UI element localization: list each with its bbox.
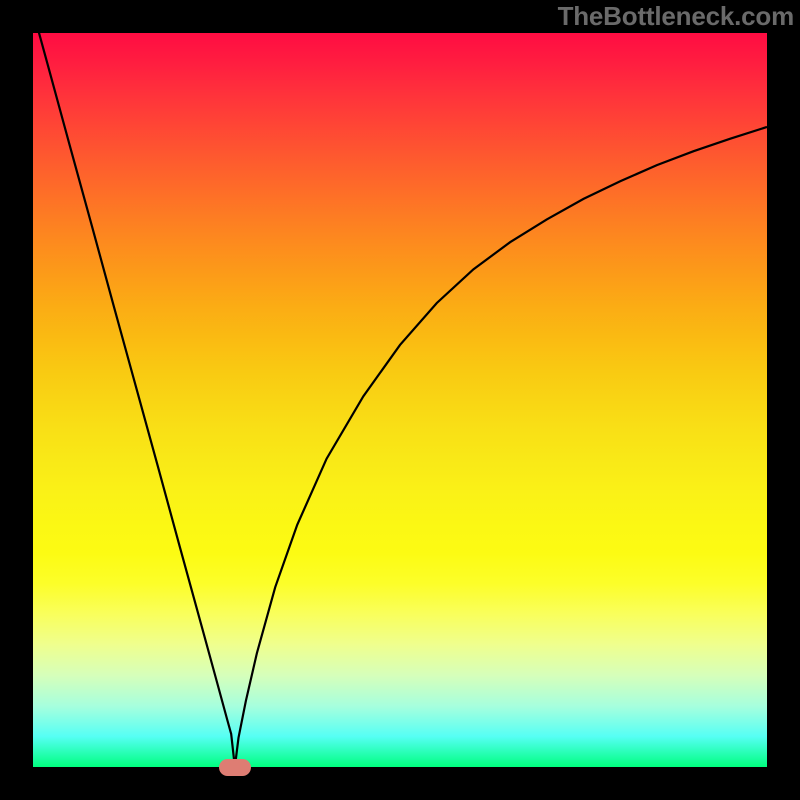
optimum-marker	[219, 759, 251, 776]
chart-background	[33, 33, 767, 767]
bottleneck-chart	[33, 33, 767, 767]
watermark-text: TheBottleneck.com	[558, 1, 794, 32]
